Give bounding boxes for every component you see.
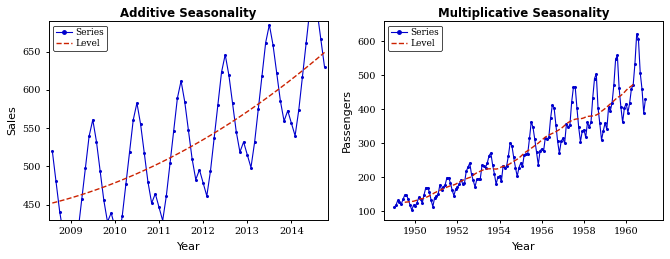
X-axis label: Year: Year (511, 242, 535, 252)
Y-axis label: Passengers: Passengers (342, 89, 352, 152)
X-axis label: Year: Year (176, 242, 200, 252)
Title: Multiplicative Seasonality: Multiplicative Seasonality (438, 7, 609, 20)
Y-axis label: Sales: Sales (7, 106, 17, 135)
Title: Additive Seasonality: Additive Seasonality (120, 7, 257, 20)
Legend: Series, Level: Series, Level (388, 26, 442, 51)
Legend: Series, Level: Series, Level (53, 26, 107, 51)
